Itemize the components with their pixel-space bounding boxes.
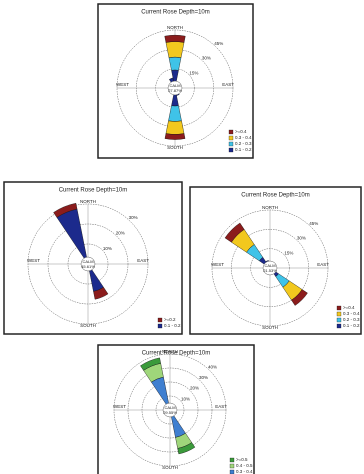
calm-value: 45.61% bbox=[81, 264, 95, 269]
legend-swatch bbox=[336, 323, 342, 329]
direction-label: SOUTH bbox=[162, 465, 178, 470]
legend-swatch bbox=[229, 457, 235, 463]
legend-label: 0.3 - 0.4 bbox=[235, 135, 252, 140]
legend-swatch bbox=[229, 463, 235, 469]
legend-swatch bbox=[228, 129, 234, 135]
legend-label: >=0.4 bbox=[343, 305, 355, 310]
legend-label: 0.1 - 0.2 bbox=[164, 323, 181, 328]
chart-frame bbox=[3, 181, 183, 335]
ring-label: 45% bbox=[309, 221, 318, 226]
direction-label: WEST bbox=[113, 404, 126, 409]
ring-label: 15% bbox=[189, 70, 198, 75]
legend-label: 0.3 - 0.4 bbox=[343, 311, 360, 316]
ring-label: 30% bbox=[297, 236, 306, 241]
ring-label: 30% bbox=[202, 56, 211, 61]
petal-segment bbox=[224, 222, 245, 243]
chart-title: Current Rose Depth=10m bbox=[141, 10, 210, 16]
legend-swatch bbox=[228, 147, 234, 153]
direction-label: EAST bbox=[215, 404, 227, 409]
petal-segment bbox=[164, 34, 186, 43]
calm-circle bbox=[162, 402, 178, 418]
petal-segment bbox=[140, 357, 161, 371]
legend-label: >=0.5 bbox=[236, 457, 248, 462]
legend-label: 0.1 - 0.2 bbox=[343, 323, 360, 328]
legend-label: 0.2 - 0.3 bbox=[235, 141, 252, 146]
petal-segment bbox=[165, 41, 185, 58]
legend-swatch bbox=[336, 311, 342, 317]
ring-label: 20% bbox=[116, 231, 125, 236]
ring-label: 30% bbox=[129, 215, 138, 220]
direction-label: WEST bbox=[27, 258, 40, 263]
calm-label: CALM bbox=[82, 259, 93, 264]
ring-label: 45% bbox=[214, 41, 223, 46]
rose-chart: Current Rose Depth=10m 15% 30% 45% CALM21.53… bbox=[189, 186, 362, 335]
direction-label: NORTH bbox=[80, 199, 96, 204]
legend-label: >=0.4 bbox=[235, 129, 247, 134]
ring-label: 15% bbox=[284, 250, 293, 255]
calm-value: 27.87% bbox=[168, 88, 182, 93]
direction-label: SOUTH bbox=[262, 325, 278, 330]
legend-swatch bbox=[229, 469, 235, 474]
legend-swatch bbox=[157, 323, 163, 329]
direction-label: WEST bbox=[211, 262, 224, 267]
calm-circle bbox=[80, 256, 96, 272]
chart-frame bbox=[189, 186, 362, 335]
direction-label: SOUTH bbox=[80, 323, 96, 328]
calm-circle bbox=[167, 80, 183, 96]
direction-label: NORTH bbox=[167, 25, 183, 30]
ring-label: 30% bbox=[199, 375, 208, 380]
legend-swatch bbox=[336, 305, 342, 311]
petal-segment bbox=[53, 202, 78, 218]
calm-label: CALM bbox=[169, 83, 180, 88]
chart-title: Current Rose Depth=10m bbox=[142, 351, 211, 357]
calm-value: 29.55% bbox=[163, 410, 177, 415]
legend-swatch bbox=[157, 317, 163, 323]
petal-segment bbox=[177, 442, 196, 455]
direction-label: NORTH bbox=[262, 205, 278, 210]
calm-value: 21.53% bbox=[263, 268, 277, 273]
ring-label: 20% bbox=[190, 386, 199, 391]
direction-label: EAST bbox=[317, 262, 329, 267]
legend-label: >=0.2 bbox=[164, 317, 176, 322]
ring-label: 10% bbox=[181, 396, 190, 401]
rose-chart: Current Rose Depth=10m 10%20% 30% 40% CALM29… bbox=[97, 344, 255, 474]
legend-label: 0.2 - 0.3 bbox=[343, 317, 360, 322]
calm-label: CALM bbox=[164, 405, 175, 410]
ring-label: 10% bbox=[103, 246, 112, 251]
direction-label: EAST bbox=[137, 258, 149, 263]
chart-title: Current Rose Depth=10m bbox=[241, 193, 310, 199]
petal-segment bbox=[164, 133, 186, 140]
petal-segment bbox=[291, 289, 308, 306]
chart-title: Current Rose Depth=10m bbox=[59, 188, 128, 194]
ring-label: 40% bbox=[208, 364, 217, 369]
direction-label: EAST bbox=[222, 82, 234, 87]
rose-chart: Current Rose Depth=10m 15% 30% 45% CALM27.87… bbox=[97, 3, 254, 159]
direction-label: NORTH bbox=[162, 349, 178, 354]
rose-chart: Current Rose Depth=10m 10% 20% 30% CALM45.61… bbox=[3, 181, 183, 335]
legend-swatch bbox=[336, 317, 342, 323]
calm-circle bbox=[262, 260, 278, 276]
direction-label: SOUTH bbox=[167, 145, 183, 150]
legend-label: 0.1 - 0.2 bbox=[235, 147, 252, 152]
legend-swatch bbox=[228, 135, 234, 141]
legend-swatch bbox=[228, 141, 234, 147]
petal-segment bbox=[93, 287, 109, 300]
legend-label: 0.3 - 0.4 bbox=[236, 469, 253, 474]
direction-label: WEST bbox=[116, 82, 129, 87]
legend-label: 0.4 - 0.5 bbox=[236, 463, 253, 468]
petal-segment bbox=[165, 120, 185, 135]
calm-label: CALM bbox=[264, 263, 275, 268]
